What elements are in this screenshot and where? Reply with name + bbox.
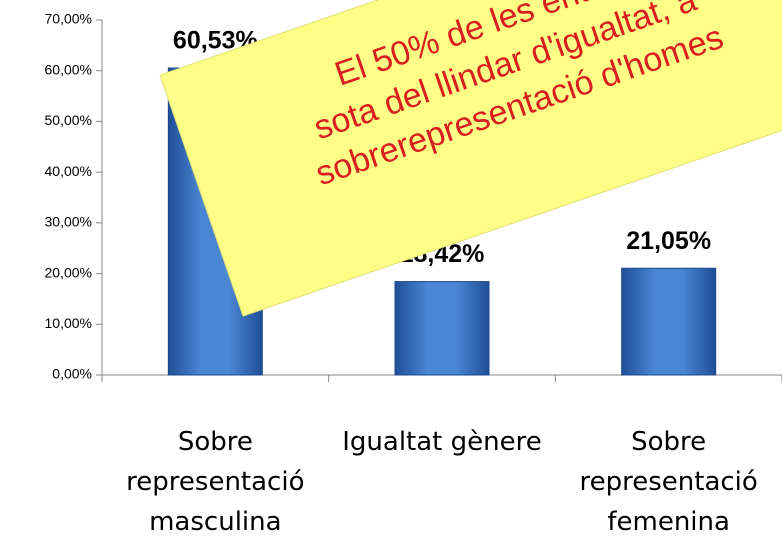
y-tick-label: 10,00% xyxy=(45,315,92,331)
y-tick-label: 50,00% xyxy=(45,112,92,128)
y-tick-label: 30,00% xyxy=(45,214,92,230)
annotation-note: El 50% de les entitatssota del llindar d… xyxy=(159,0,782,317)
value-label: 21,05% xyxy=(626,227,711,255)
x-tick-label: Igualtat gènere xyxy=(342,427,542,457)
y-tick-label: 0,00% xyxy=(52,366,92,382)
y-tick-label: 60,00% xyxy=(45,61,92,77)
x-tick-label: Sobre representació femenina xyxy=(579,427,758,537)
y-tick-label: 70,00% xyxy=(45,11,92,27)
y-tick-label: 20,00% xyxy=(45,264,92,280)
bar xyxy=(621,267,717,376)
bar xyxy=(394,281,490,376)
x-tick-label: Sobre representació masculina xyxy=(126,427,305,537)
note-background xyxy=(159,0,782,317)
y-tick-label: 40,00% xyxy=(45,163,92,179)
